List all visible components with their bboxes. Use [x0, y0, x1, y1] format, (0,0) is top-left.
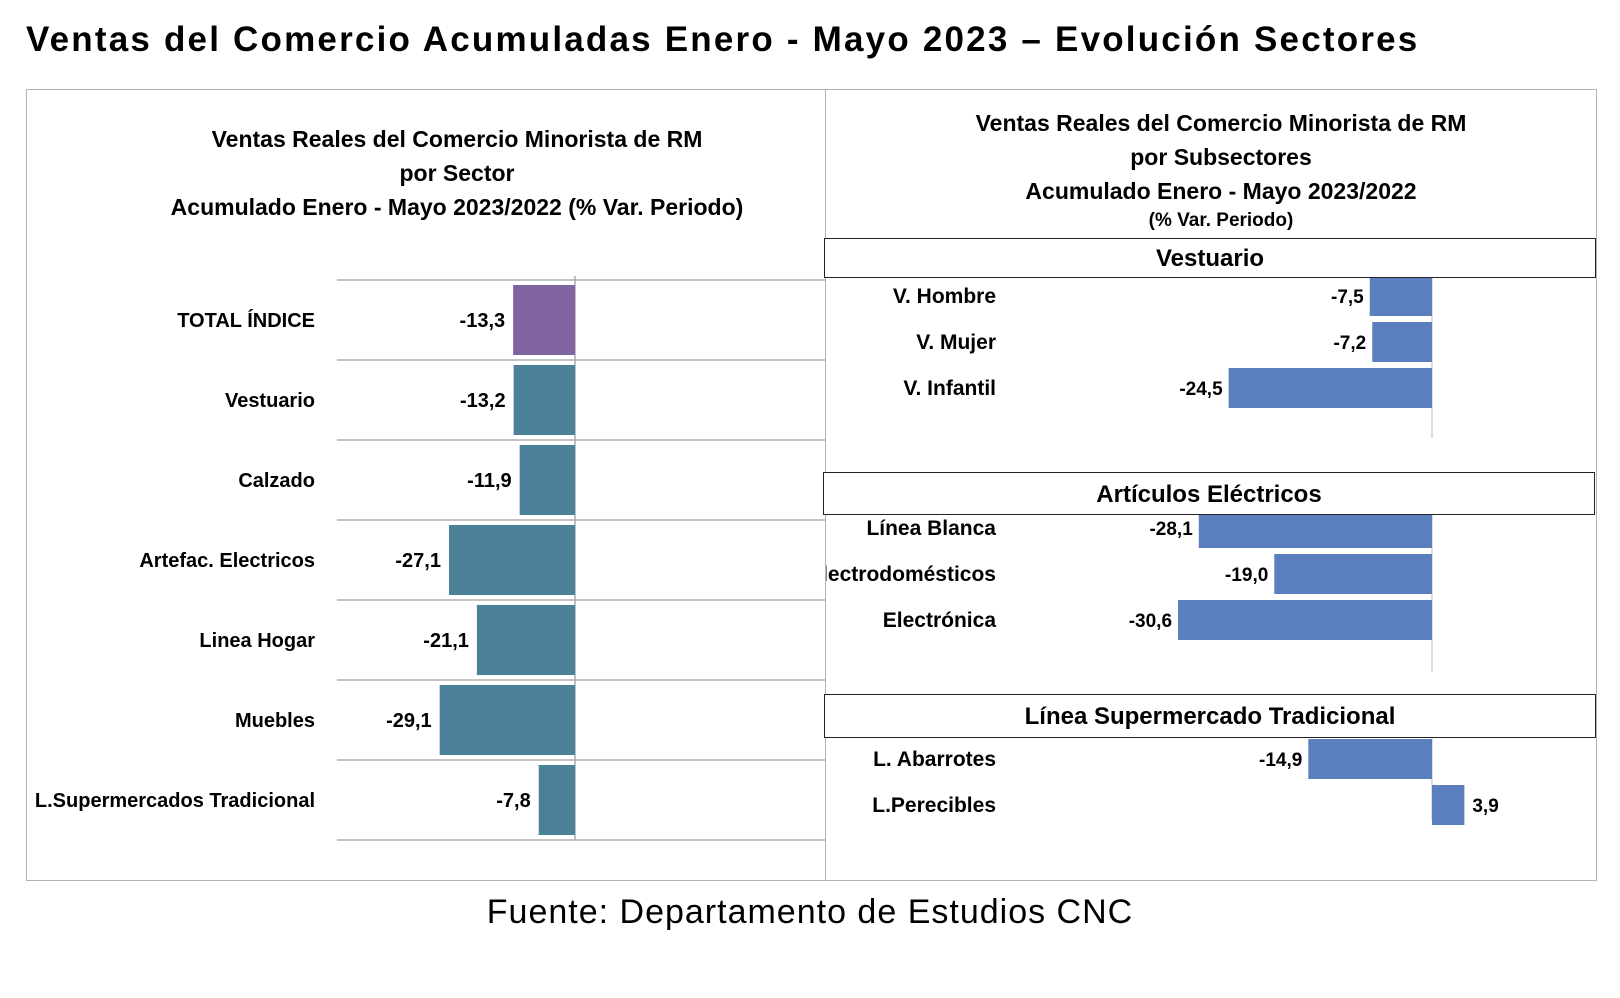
- sector-chart-title-line-2: por Sector: [399, 160, 515, 186]
- data-label-v-hombre: -7,5: [1331, 287, 1364, 308]
- data-label-v-infantil: -24,5: [1179, 379, 1223, 400]
- bar-v-infantil: [1228, 368, 1432, 408]
- source-note: Fuente: Departamento de Estudios CNC: [486, 893, 1134, 931]
- bar-calzado: [519, 445, 575, 515]
- data-label-linea-blanca: -28,1: [1149, 519, 1193, 540]
- category-label-v-hombre: V. Hombre: [893, 285, 996, 308]
- bar-total-indice: [513, 285, 575, 355]
- data-label-l-supermercados-tradicional: -7,8: [496, 790, 530, 812]
- sector-chart-title-line-1: Ventas Reales del Comercio Minorista de …: [211, 126, 703, 152]
- data-label-vestuario: -13,2: [460, 390, 506, 412]
- section-header-vestuario: Vestuario: [824, 238, 1596, 278]
- section-header-articulos-electricos: Artículos Eléctricos: [823, 472, 1595, 515]
- bar-v-hombre: [1369, 276, 1432, 316]
- sector-chart-title-line-3: Acumulado Enero - Mayo 2023/2022 (% Var.…: [170, 194, 744, 220]
- subsector-chart-panel: Ventas Reales del Comercio Minorista de …: [823, 89, 1597, 881]
- category-label-l-abarrotes: L. Abarrotes: [873, 748, 996, 771]
- bar-l-perecibles: [1432, 785, 1465, 825]
- bar-v-mujer: [1372, 322, 1432, 362]
- category-label-calzado: Calzado: [238, 470, 315, 492]
- bar-l-supermercados-tradicional: [538, 765, 575, 835]
- sector-chart-panel: Ventas Reales del Comercio Minorista de …: [26, 89, 826, 881]
- subsector-chart-title-line-2: por Subsectores: [1130, 144, 1312, 170]
- data-label-artefac-electricos: -27,1: [395, 550, 441, 572]
- bar-l-abarrotes: [1308, 739, 1432, 779]
- bar-vestuario: [513, 365, 575, 435]
- category-label-v-infantil: V. Infantil: [903, 377, 996, 400]
- data-label-total-indice: -13,3: [460, 310, 506, 332]
- data-label-electronica: -30,6: [1129, 611, 1172, 632]
- bar-artefac-electricos: [448, 525, 575, 595]
- data-label-l-abarrotes: -14,9: [1259, 750, 1302, 771]
- bar-muebles: [439, 685, 575, 755]
- data-label-linea-hogar: -21,1: [423, 630, 469, 652]
- category-label-artefac-electricos: Artefac. Electricos: [139, 550, 315, 572]
- category-label-linea-blanca: Línea Blanca: [866, 517, 996, 540]
- data-label-calzado: -11,9: [467, 470, 511, 492]
- bar-electronica: [1178, 600, 1432, 640]
- sector-chart-title: Ventas Reales del Comercio Minorista de …: [27, 122, 887, 224]
- subsector-chart-title-line-1: Ventas Reales del Comercio Minorista de …: [975, 110, 1467, 136]
- subsector-chart-title-line-3: Acumulado Enero - Mayo 2023/2022: [1025, 178, 1417, 204]
- data-label-l-perecibles: 3,9: [1472, 796, 1498, 817]
- data-label-electrodomesticos: -19,0: [1225, 565, 1268, 586]
- section-header-supermercado: Línea Supermercado Tradicional: [824, 694, 1596, 738]
- category-label-linea-hogar: Linea Hogar: [199, 630, 315, 652]
- sector-bar-chart: TOTAL ÍNDICE -13,3 Vestuario -13,2 Calzado -1…: [35, 276, 825, 841]
- category-label-v-mujer: V. Mujer: [916, 331, 996, 354]
- bar-linea-hogar: [476, 605, 575, 675]
- data-label-muebles: -29,1: [386, 710, 432, 732]
- subsector-chart-subtitle: (% Var. Periodo): [1148, 210, 1294, 231]
- category-label-l-supermercados-tradicional: L.Supermercados Tradicional: [35, 790, 315, 812]
- data-label-v-mujer: -7,2: [1333, 333, 1366, 354]
- category-label-total-indice: TOTAL ÍNDICE: [177, 309, 315, 332]
- page-title: Ventas del Comercio Acumuladas Enero - M…: [26, 20, 1420, 59]
- category-label-vestuario: Vestuario: [225, 390, 315, 412]
- category-label-muebles: Muebles: [235, 710, 315, 732]
- subsector-bar-chart: V. Hombre -7,5 V. Mujer -7,2 V. Infantil -24,…: [826, 276, 1499, 825]
- subsector-chart-title: Ventas Reales del Comercio Minorista de …: [826, 106, 1616, 234]
- category-label-electronica: Electrónica: [883, 609, 997, 632]
- bar-electrodomesticos: [1274, 554, 1432, 594]
- category-label-electrodomesticos: Electrodomésticos: [826, 563, 996, 586]
- category-label-l-perecibles: L.Perecibles: [872, 794, 996, 817]
